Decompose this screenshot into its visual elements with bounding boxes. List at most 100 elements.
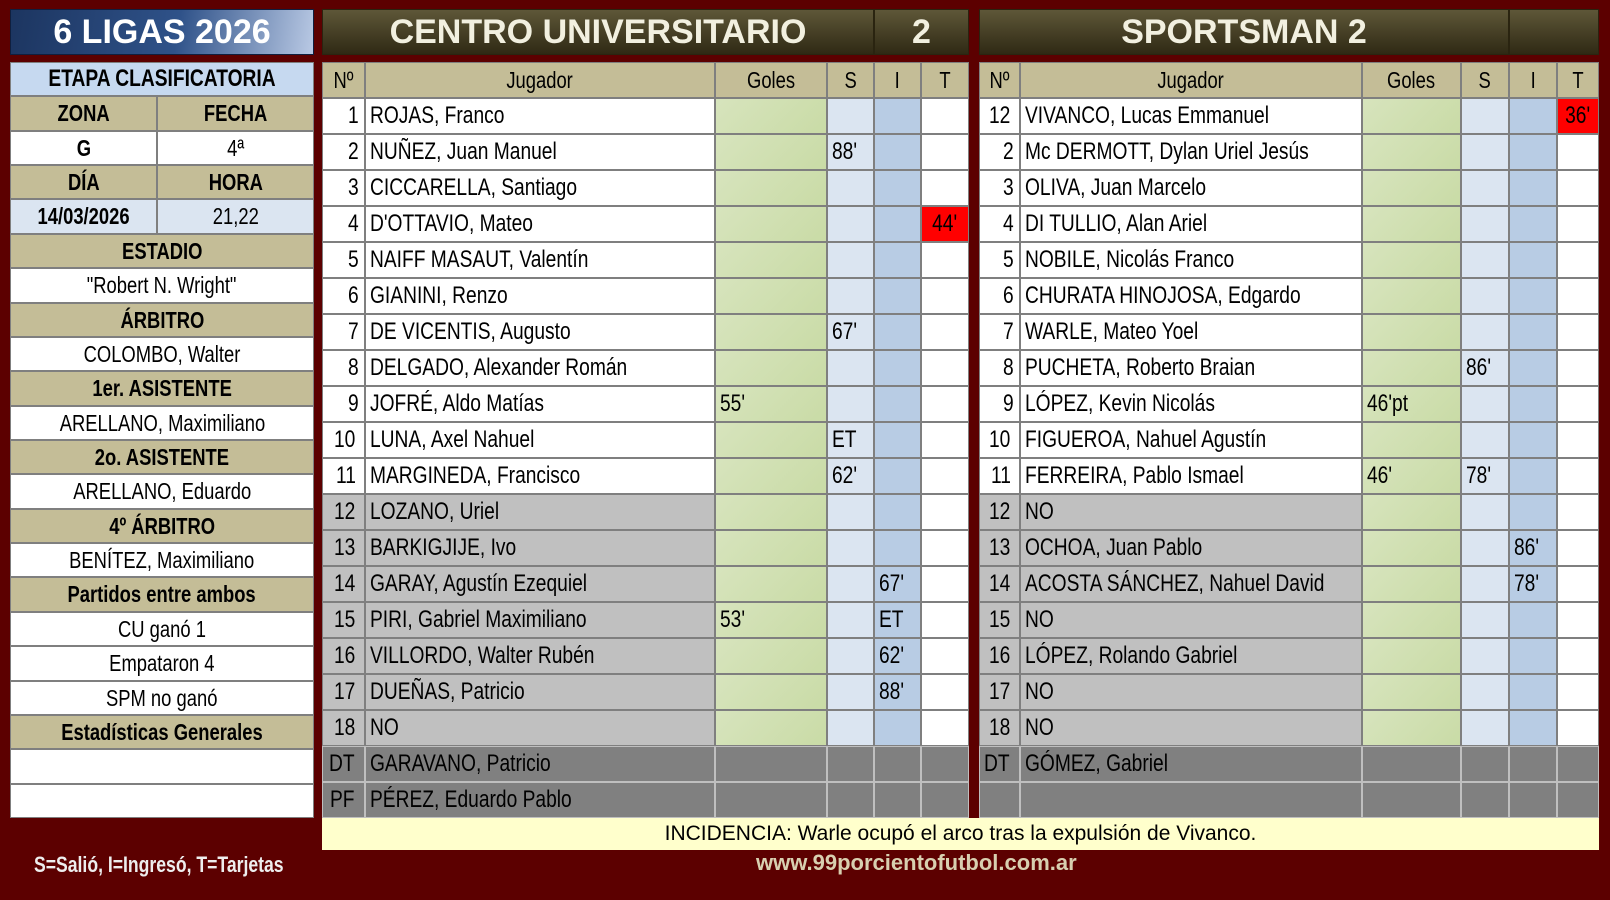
player-s — [1461, 638, 1509, 674]
player-name[interactable]: DELGADO, Alexander Román — [365, 350, 715, 386]
player-s — [827, 530, 874, 566]
player-name[interactable]: NO — [1020, 710, 1362, 746]
info-cell: 14/03/2026 — [10, 199, 157, 234]
player-name[interactable]: LUNA, Axel Nahuel — [365, 422, 715, 458]
player-name[interactable]: GÓMEZ, Gabriel — [1020, 746, 1362, 782]
player-num-text: 18 — [989, 714, 1011, 741]
player-s — [1461, 710, 1509, 746]
player-num-text: 11 — [336, 462, 357, 489]
player-t — [921, 314, 969, 350]
player-name[interactable]: NOBILE, Nicolás Franco — [1020, 242, 1362, 278]
column-header-goles: Goles — [1362, 62, 1461, 98]
player-name[interactable]: GIANINI, Renzo — [365, 278, 715, 314]
player-num-text: 3 — [347, 174, 359, 201]
player-name[interactable]: NO — [1020, 494, 1362, 530]
player-num-text: 6 — [1002, 282, 1014, 309]
column-header-t-text: T — [939, 66, 951, 93]
player-i: 88' — [874, 674, 921, 710]
player-s-text: 86' — [1466, 354, 1492, 381]
player-name[interactable]: ACOSTA SÁNCHEZ, Nahuel David — [1020, 566, 1362, 602]
player-i: 67' — [874, 566, 921, 602]
player-name[interactable]: LÓPEZ, Rolando Gabriel — [1020, 638, 1362, 674]
player-num: 9 — [322, 386, 365, 422]
player-goles — [715, 458, 827, 494]
player-name[interactable]: GARAVANO, Patricio — [365, 746, 715, 782]
player-name[interactable]: NAIFF MASAUT, Valentín — [365, 242, 715, 278]
player-goles — [715, 566, 827, 602]
info-value: ARELLANO, Maximiliano — [10, 406, 314, 440]
website-link[interactable]: www.99porcientofutbol.com.ar — [756, 850, 1077, 875]
player-i — [874, 458, 921, 494]
info-value-text: COLOMBO, Walter — [83, 340, 241, 367]
player-goles: 46'pt — [1362, 386, 1461, 422]
player-num: 4 — [322, 206, 365, 242]
player-name[interactable]: VILLORDO, Walter Rubén — [365, 638, 715, 674]
player-name[interactable]: JOFRÉ, Aldo Matías — [365, 386, 715, 422]
player-name-text: ROJAS, Franco — [370, 102, 505, 129]
player-name[interactable]: DUEÑAS, Patricio — [365, 674, 715, 710]
player-name-text: LOZANO, Uriel — [370, 498, 500, 525]
player-s — [1461, 494, 1509, 530]
player-num-text: 16 — [334, 642, 356, 669]
player-i — [874, 746, 921, 782]
player-num: 18 — [322, 710, 365, 746]
player-num: 10 — [979, 422, 1020, 458]
player-name[interactable]: DI TULLIO, Alan Ariel — [1020, 206, 1362, 242]
player-name[interactable]: PUCHETA, Roberto Braian — [1020, 350, 1362, 386]
player-name-text: PIRI, Gabriel Maximiliano — [370, 606, 587, 633]
player-name[interactable]: CICCARELLA, Santiago — [365, 170, 715, 206]
player-num-text: 8 — [347, 354, 359, 381]
player-num-text: DT — [329, 750, 355, 777]
player-name[interactable]: NUÑEZ, Juan Manuel — [365, 134, 715, 170]
info-cell: HORA — [157, 165, 314, 199]
player-name[interactable]: FERREIRA, Pablo Ismael — [1020, 458, 1362, 494]
player-name[interactable]: WARLE, Mateo Yoel — [1020, 314, 1362, 350]
player-num: 8 — [979, 350, 1020, 386]
player-name[interactable] — [1020, 782, 1362, 818]
column-header-t: T — [1557, 62, 1599, 98]
player-name[interactable]: FIGUEROA, Nahuel Agustín — [1020, 422, 1362, 458]
info-cell: ZONA — [10, 96, 157, 131]
player-goles — [715, 530, 827, 566]
info-heading-text: 1er. ASISTENTE — [92, 375, 232, 401]
player-name[interactable]: VIVANCO, Lucas Emmanuel — [1020, 98, 1362, 134]
player-i — [874, 386, 921, 422]
player-t — [1557, 638, 1599, 674]
player-t — [921, 134, 969, 170]
player-name[interactable]: ROJAS, Franco — [365, 98, 715, 134]
player-name[interactable]: LOZANO, Uriel — [365, 494, 715, 530]
player-name[interactable]: D'OTTAVIO, Mateo — [365, 206, 715, 242]
player-i: 62' — [874, 638, 921, 674]
player-num: 6 — [322, 278, 365, 314]
player-num: 9 — [979, 386, 1020, 422]
player-name[interactable]: MARGINEDA, Francisco — [365, 458, 715, 494]
player-name[interactable]: BARKIGJIJE, Ivo — [365, 530, 715, 566]
player-num: 4 — [979, 206, 1020, 242]
player-name[interactable]: NO — [365, 710, 715, 746]
player-name[interactable]: NO — [1020, 602, 1362, 638]
player-name-text: BARKIGJIJE, Ivo — [370, 534, 517, 561]
player-name[interactable]: PIRI, Gabriel Maximiliano — [365, 602, 715, 638]
player-i — [1509, 206, 1557, 242]
player-i — [1509, 278, 1557, 314]
player-name[interactable]: OLIVA, Juan Marcelo — [1020, 170, 1362, 206]
info-value: ARELLANO, Eduardo — [10, 474, 314, 509]
player-name[interactable]: DE VICENTIS, Augusto — [365, 314, 715, 350]
player-i-text: 88' — [879, 678, 905, 705]
player-i — [1509, 170, 1557, 206]
player-i — [1509, 746, 1557, 782]
player-name[interactable]: LÓPEZ, Kevin Nicolás — [1020, 386, 1362, 422]
player-name[interactable]: PÉREZ, Eduardo Pablo — [365, 782, 715, 818]
player-num-text: 11 — [991, 462, 1012, 489]
player-name[interactable]: OCHOA, Juan Pablo — [1020, 530, 1362, 566]
player-name[interactable]: Mc DERMOTT, Dylan Uriel Jesús — [1020, 134, 1362, 170]
player-t — [921, 170, 969, 206]
player-num-text: 13 — [989, 534, 1011, 561]
player-num-text: 17 — [989, 678, 1011, 705]
player-s-text: 67' — [832, 318, 858, 345]
player-name[interactable]: CHURATA HINOJOSA, Edgardo — [1020, 278, 1362, 314]
player-name-text: GARAVANO, Patricio — [370, 750, 551, 777]
player-num: 13 — [979, 530, 1020, 566]
player-name[interactable]: NO — [1020, 674, 1362, 710]
player-name[interactable]: GARAY, Agustín Ezequiel — [365, 566, 715, 602]
